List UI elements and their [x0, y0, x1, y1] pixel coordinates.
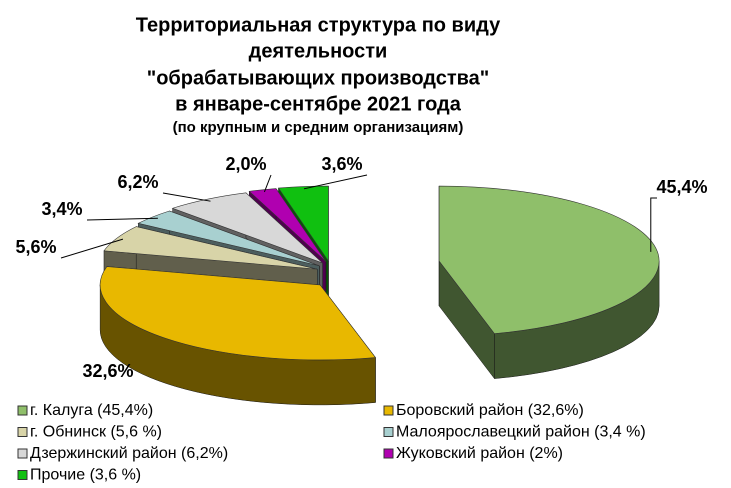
chart-title: Территориальная структура по виду: [136, 14, 501, 36]
leader-line: [162, 192, 211, 202]
slice: [248, 188, 327, 262]
value-label: 3,4%: [41, 199, 82, 219]
legend-label: Прочие (3,6 %): [30, 467, 141, 484]
slice: [277, 185, 329, 263]
chart-title: в январе-сентябре 2021 года: [175, 93, 462, 115]
legend-label: г. Калуга (45,4%): [30, 402, 153, 419]
leader-line: [60, 238, 124, 259]
leader-line: [86, 217, 158, 221]
legend-marker: [17, 448, 28, 459]
legend-marker: [383, 405, 394, 416]
legend-marker: [383, 427, 394, 437]
legend-label: Дзержинский район (6,2%): [30, 445, 228, 462]
legend-marker: [17, 470, 28, 480]
chart-title: деятельности: [249, 40, 388, 62]
slice: [137, 210, 320, 267]
slice: [103, 226, 318, 270]
legend-marker: [17, 405, 28, 416]
leader-line: [650, 197, 657, 252]
slice: [171, 192, 323, 264]
leader-line: [303, 174, 368, 190]
value-label: 3,6%: [321, 154, 362, 174]
value-label: 2,0%: [225, 154, 266, 174]
slice: [438, 185, 660, 334]
legend-label: Малоярославецкий район (3,4 %): [396, 424, 646, 441]
leader-line: [263, 174, 272, 193]
legend-label: Жуковский район (2%): [396, 445, 563, 462]
value-label: 6,2%: [117, 172, 158, 192]
value-label: 32,6%: [82, 361, 133, 381]
legend-label: г. Обнинск (5,6 %): [30, 424, 162, 441]
legend-marker: [17, 427, 28, 437]
legend-label: Боровский район (32,6%): [396, 402, 584, 419]
value-label: 45,4%: [656, 177, 707, 197]
legend-marker: [383, 448, 394, 459]
chart-subtitle: (по крупным и средним организациям): [173, 119, 464, 136]
chart-title: "обрабатывающих производства": [147, 67, 490, 89]
value-label: 5,6%: [15, 237, 56, 257]
slice: [99, 266, 377, 361]
